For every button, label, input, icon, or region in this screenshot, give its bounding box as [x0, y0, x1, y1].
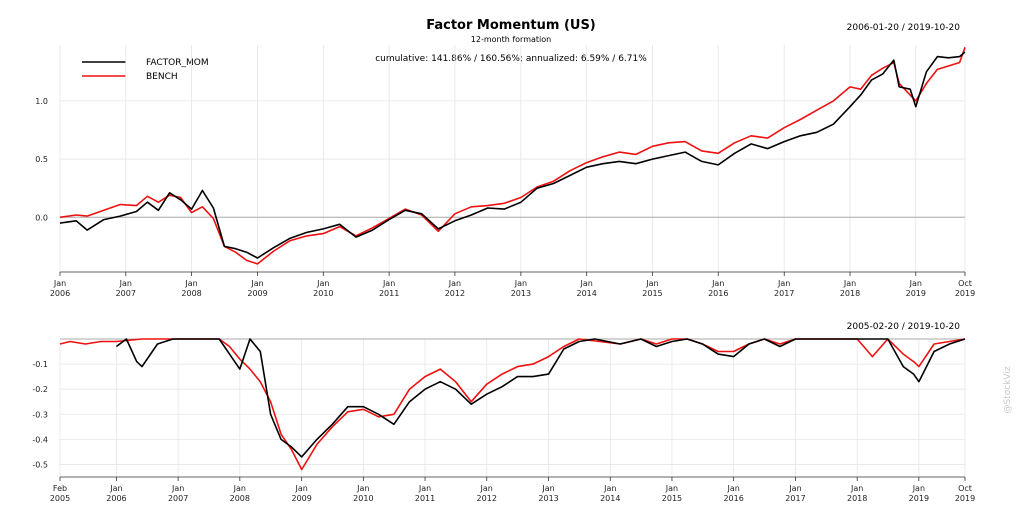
x-tick-label-year: 2019: [955, 289, 975, 298]
top-date-range: 2006-01-20 / 2019-10-20: [847, 23, 961, 33]
x-tick-label-year: 2010: [313, 289, 333, 298]
x-tick-label-year: 2019: [909, 494, 929, 503]
x-tick-label-month: Jan: [726, 484, 739, 493]
x-tick-label-month: Jan: [119, 279, 132, 288]
x-tick-label-year: 2017: [774, 289, 794, 298]
x-tick-label-month: Jan: [171, 484, 184, 493]
x-tick-label-month: Jan: [109, 484, 122, 493]
top-panel-grid: [59, 45, 966, 272]
x-tick-label-month: Jan: [579, 279, 592, 288]
x-tick-label-month: Jan: [645, 279, 658, 288]
bottom-panel-grid: [59, 339, 966, 477]
x-tick-label-month: Jan: [843, 279, 856, 288]
x-tick-label-month: Oct: [958, 279, 972, 288]
series-line-factor-mom: [59, 51, 966, 259]
x-tick-label-month: Jan: [53, 279, 66, 288]
x-tick-label-year: 2012: [477, 494, 497, 503]
x-tick-label-year: 2006: [50, 289, 70, 298]
x-tick-label-month: Jan: [777, 279, 790, 288]
x-tick-label-year: 2011: [379, 289, 399, 298]
summary-text: cumulative: 141.86% / 160.56%; annualize…: [375, 54, 647, 64]
x-tick-label-month: Jan: [788, 484, 801, 493]
x-tick-label-month: Feb: [53, 484, 67, 493]
top-panel-axes: Jan2006Jan2007Jan2008Jan2009Jan2010Jan20…: [35, 97, 975, 298]
x-tick-label-year: 2010: [353, 494, 373, 503]
x-tick-label-year: 2006: [106, 494, 126, 503]
x-tick-label-month: Jan: [850, 484, 863, 493]
x-tick-label-month: Jan: [418, 484, 431, 493]
legend: FACTOR_MOM BENCH: [82, 58, 209, 82]
y-tick-label: -0.3: [32, 410, 48, 419]
y-tick-label: -0.1: [32, 360, 48, 369]
x-tick-label-year: 2013: [538, 494, 558, 503]
x-tick-label-year: 2009: [291, 494, 311, 503]
x-tick-label-year: 2014: [576, 289, 596, 298]
x-tick-label-year: 2008: [230, 494, 250, 503]
x-tick-label-year: 2018: [847, 494, 867, 503]
x-tick-label-year: 2019: [906, 289, 926, 298]
series-line-bench: [59, 338, 966, 471]
legend-label-bench: BENCH: [146, 72, 178, 82]
x-tick-label-year: 2005: [50, 494, 70, 503]
x-tick-label-month: Jan: [316, 279, 329, 288]
bottom-panel-series: [59, 338, 966, 471]
x-tick-label-month: Oct: [958, 484, 972, 493]
x-tick-label-month: Jan: [912, 484, 925, 493]
x-tick-label-month: Jan: [356, 484, 369, 493]
series-line-bench: [59, 47, 966, 265]
x-tick-label-month: Jan: [382, 279, 395, 288]
x-tick-label-year: 2016: [723, 494, 743, 503]
x-tick-label-year: 2011: [415, 494, 435, 503]
x-tick-label-year: 2008: [181, 289, 201, 298]
x-tick-label-year: 2013: [511, 289, 531, 298]
y-tick-label: -0.5: [32, 460, 48, 469]
chart-subtitle: 12-month formation: [471, 35, 551, 44]
x-tick-label-year: 2012: [445, 289, 465, 298]
x-tick-label-year: 2007: [168, 494, 188, 503]
bottom-date-range: 2005-02-20 / 2019-10-20: [847, 322, 961, 332]
chart-title: Factor Momentum (US): [426, 18, 596, 33]
x-tick-label-month: Jan: [250, 279, 263, 288]
x-tick-label-year: 2017: [785, 494, 805, 503]
x-tick-label-year: 2009: [247, 289, 267, 298]
legend-label-factor-mom: FACTOR_MOM: [146, 58, 209, 68]
x-tick-label-month: Jan: [665, 484, 678, 493]
x-tick-label-month: Jan: [603, 484, 616, 493]
x-tick-label-month: Jan: [294, 484, 307, 493]
x-tick-label-year: 2015: [642, 289, 662, 298]
y-tick-label: -0.2: [32, 385, 48, 394]
x-tick-label-year: 2016: [708, 289, 728, 298]
y-tick-label: 0.0: [35, 213, 48, 222]
y-tick-label: 0.5: [35, 155, 48, 164]
x-tick-label-year: 2019: [955, 494, 975, 503]
watermark: @StockViz: [1003, 366, 1013, 413]
x-tick-label-month: Jan: [909, 279, 922, 288]
x-tick-label-month: Jan: [233, 484, 246, 493]
y-tick-label: -0.4: [32, 435, 48, 444]
x-tick-label-month: Jan: [184, 279, 197, 288]
x-tick-label-month: Jan: [541, 484, 554, 493]
bottom-panel-axes: Feb2005Jan2006Jan2007Jan2008Jan2009Jan20…: [32, 338, 975, 503]
x-tick-label-month: Jan: [514, 279, 527, 288]
x-tick-label-year: 2014: [600, 494, 620, 503]
top-panel-series: [59, 47, 966, 265]
x-tick-label-year: 2018: [840, 289, 860, 298]
x-tick-label-month: Jan: [711, 279, 724, 288]
y-tick-label: 1.0: [35, 97, 48, 106]
x-tick-label-month: Jan: [480, 484, 493, 493]
x-tick-label-month: Jan: [448, 279, 461, 288]
x-tick-label-year: 2007: [116, 289, 136, 298]
series-line-factor-mom: [115, 338, 966, 458]
x-tick-label-year: 2015: [662, 494, 682, 503]
